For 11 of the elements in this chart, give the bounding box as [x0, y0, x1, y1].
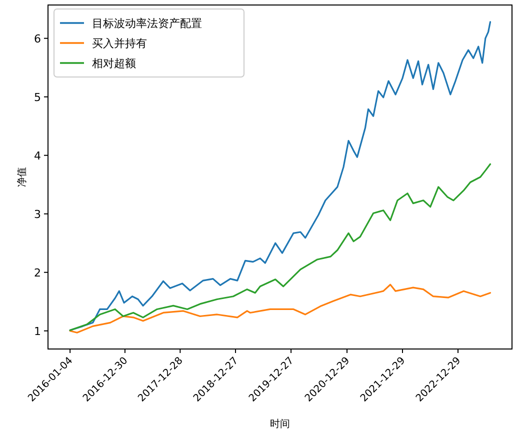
y-tick-label: 2: [34, 266, 41, 280]
x-axis-title: 时间: [270, 418, 290, 430]
y-tick-label: 5: [34, 90, 41, 104]
y-tick-label: 6: [34, 32, 41, 46]
y-tick-label: 3: [34, 208, 41, 221]
y-tick-label: 4: [34, 149, 41, 162]
legend-label: 相对超额: [92, 57, 136, 70]
legend-label: 买入并持有: [92, 37, 147, 50]
legend-label: 目标波动率法资产配置: [92, 17, 202, 30]
y-tick-label: 1: [34, 324, 41, 338]
y-axis-title: 净值: [16, 167, 28, 187]
